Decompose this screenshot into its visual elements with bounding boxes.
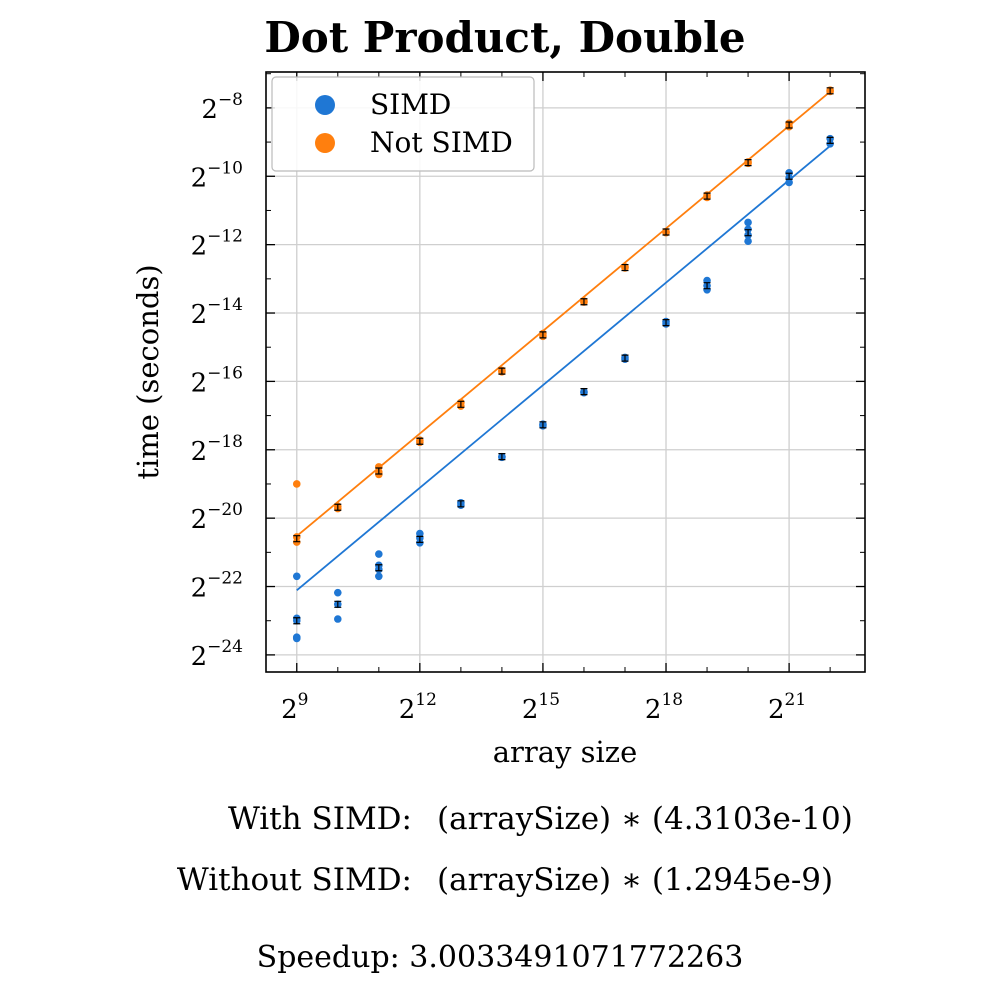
data-point-simd bbox=[703, 285, 711, 294]
data-point-simd bbox=[333, 588, 342, 597]
x-tick-label: 29 bbox=[281, 690, 308, 725]
y-tick-label: 2−18 bbox=[191, 432, 243, 467]
fit-lines bbox=[296, 90, 831, 592]
mean-marker-simd bbox=[744, 229, 752, 237]
mean-marker-simd bbox=[416, 535, 424, 543]
mean-marker-simd bbox=[539, 421, 547, 429]
formula-simd-label: With SIMD: bbox=[227, 801, 412, 837]
data-point-simd bbox=[785, 178, 793, 187]
legend-marker-simd bbox=[315, 95, 335, 115]
mean-marker-simd bbox=[293, 617, 301, 625]
data-point-simd bbox=[333, 615, 342, 623]
tick-labels: 29 212 215 218 221 2−8 2−10 2−12 2−14 2−16 2−18 2−2… bbox=[191, 90, 807, 725]
mean-marker-not-simd bbox=[375, 467, 383, 475]
plot-frame bbox=[265, 71, 866, 673]
data-point-simd bbox=[744, 237, 752, 246]
legend-label-not-simd: Not SIMD bbox=[370, 126, 513, 159]
y-tick-label: 2−8 bbox=[201, 90, 243, 125]
data-point-not-simd bbox=[292, 480, 301, 488]
legend-label-simd: SIMD bbox=[370, 88, 451, 121]
x-tick-label: 212 bbox=[399, 690, 437, 725]
mean-marker-simd bbox=[785, 172, 793, 180]
mean-marker-simd bbox=[580, 388, 588, 396]
mean-marker-not-simd bbox=[785, 121, 793, 129]
y-tick-label: 2−24 bbox=[191, 637, 243, 672]
mean-marker-not-simd bbox=[334, 503, 342, 511]
data-point-simd bbox=[292, 634, 301, 643]
speedup-text: Speedup: 3.0033491071772263 bbox=[256, 940, 744, 975]
formula-not-simd-label: Without SIMD: bbox=[176, 862, 412, 898]
mean-markers bbox=[293, 87, 834, 625]
mean-marker-not-simd bbox=[498, 367, 506, 375]
legend: SIMD Not SIMD bbox=[271, 76, 535, 172]
mean-marker-not-simd bbox=[539, 331, 547, 339]
formula-simd-expression: (arraySize) ∗ (4.3103e-10) bbox=[437, 801, 853, 837]
formula-not-simd: Without SIMD: (arraySize) ∗ (1.2945e-9) bbox=[0, 862, 1000, 906]
y-tick-label: 2−22 bbox=[191, 569, 243, 604]
mean-marker-simd bbox=[498, 453, 506, 461]
mean-marker-simd bbox=[662, 318, 670, 327]
mean-marker-not-simd bbox=[826, 87, 834, 95]
mean-marker-not-simd bbox=[580, 298, 588, 306]
mean-marker-simd bbox=[703, 282, 711, 290]
x-tick-label: 221 bbox=[768, 690, 806, 725]
mean-marker-not-simd bbox=[703, 192, 711, 200]
axis-ticks bbox=[266, 72, 865, 672]
mean-marker-simd bbox=[457, 500, 465, 508]
mean-marker-not-simd bbox=[621, 263, 629, 272]
chart-title: Dot Product, Double bbox=[264, 13, 745, 62]
mean-marker-not-simd bbox=[662, 228, 670, 236]
data-point-simd bbox=[744, 218, 752, 227]
x-tick-label: 215 bbox=[522, 690, 560, 725]
mean-marker-not-simd bbox=[293, 535, 301, 543]
x-tick-label: 218 bbox=[645, 690, 683, 725]
mean-marker-not-simd bbox=[416, 437, 424, 445]
y-tick-label: 2−20 bbox=[191, 500, 243, 535]
x-axis-label: array size bbox=[493, 735, 638, 769]
chart: 29 212 215 218 221 2−8 2−10 2−12 2−14 2−16 2−18 2−2… bbox=[131, 13, 866, 769]
data-point-simd bbox=[375, 572, 383, 581]
mean-marker-simd bbox=[826, 136, 834, 144]
mean-marker-not-simd bbox=[744, 158, 752, 167]
mean-marker-simd bbox=[621, 354, 629, 362]
data-point-simd bbox=[292, 572, 301, 581]
y-tick-label: 2−10 bbox=[191, 158, 243, 193]
y-tick-label: 2−14 bbox=[191, 295, 243, 330]
data-point-simd bbox=[375, 550, 383, 558]
mean-marker-simd bbox=[375, 564, 383, 572]
formula-not-simd-expression: (arraySize) ∗ (1.2945e-9) bbox=[437, 862, 834, 898]
fit-line-not-simd bbox=[296, 90, 831, 537]
y-axis-label: time (seconds) bbox=[131, 264, 165, 479]
y-tick-label: 2−12 bbox=[191, 227, 243, 262]
legend-marker-not-simd bbox=[315, 133, 335, 153]
formula-simd: With SIMD: (arraySize) ∗ (4.3103e-10) bbox=[0, 801, 1000, 845]
mean-marker-not-simd bbox=[457, 400, 465, 408]
legend-box bbox=[271, 76, 535, 172]
y-tick-label: 2−16 bbox=[191, 363, 243, 398]
fit-line-simd bbox=[296, 145, 831, 592]
mean-marker-simd bbox=[334, 600, 342, 608]
